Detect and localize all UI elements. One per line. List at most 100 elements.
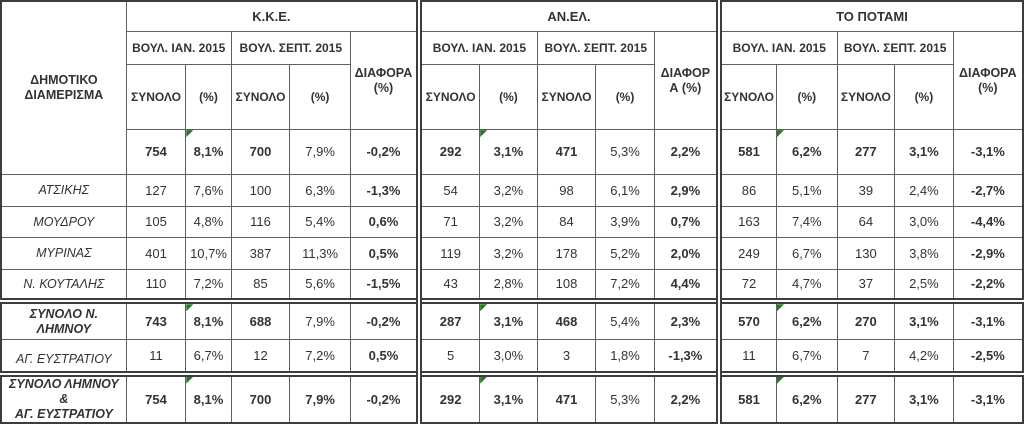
- table-cell[interactable]: 6,7%: [185, 339, 232, 375]
- table-cell[interactable]: 700: [230, 129, 291, 176]
- table-cell[interactable]: 178: [536, 237, 597, 271]
- diff-header-anel[interactable]: ΔΙΑΦΟΡ Α (%): [653, 31, 720, 131]
- table-cell[interactable]: 6,7%: [776, 237, 838, 271]
- table-cell[interactable]: 3,1%: [894, 370, 954, 424]
- table-cell[interactable]: -3,1%: [952, 370, 1024, 424]
- group-header-kke[interactable]: Κ.Κ.Ε.: [125, 0, 420, 33]
- table-cell[interactable]: 39: [836, 174, 896, 207]
- subheader-total[interactable]: ΣΥΝΟΛΟ: [536, 63, 597, 131]
- table-cell[interactable]: 4,8%: [185, 205, 232, 239]
- table-cell[interactable]: 6,2%: [776, 129, 838, 176]
- table-cell[interactable]: 3,2%: [479, 174, 538, 207]
- table-cell[interactable]: -0,2%: [349, 298, 420, 341]
- table-cell[interactable]: -2,7%: [952, 174, 1024, 207]
- table-cell[interactable]: 130: [836, 237, 896, 271]
- table-cell[interactable]: 471: [536, 370, 597, 424]
- table-cell[interactable]: 7,9%: [289, 370, 351, 424]
- table-cell[interactable]: 270: [836, 298, 896, 341]
- table-cell[interactable]: 4,2%: [894, 339, 954, 375]
- row-label-cell[interactable]: ΣΥΝΟΛΟ Ν. ΛΗΜΝΟΥ: [0, 298, 127, 341]
- table-cell[interactable]: 287: [416, 298, 481, 341]
- table-cell[interactable]: 471: [536, 129, 597, 176]
- table-cell[interactable]: 2,0%: [653, 237, 720, 271]
- table-cell[interactable]: 86: [715, 174, 777, 207]
- table-cell[interactable]: 5,2%: [595, 237, 655, 271]
- period-header-jan[interactable]: ΒΟΥΛ. ΙΑΝ. 2015: [416, 31, 538, 65]
- table-cell[interactable]: 2,8%: [479, 269, 538, 302]
- table-cell[interactable]: 292: [416, 129, 481, 176]
- table-cell[interactable]: 5,6%: [289, 269, 351, 302]
- table-cell[interactable]: 3,1%: [479, 298, 538, 341]
- table-cell[interactable]: 72: [715, 269, 777, 302]
- group-header-potami[interactable]: ΤΟ ΠΟΤΑΜΙ: [715, 0, 1024, 33]
- table-cell[interactable]: 5,3%: [595, 129, 655, 176]
- table-cell[interactable]: 277: [836, 129, 896, 176]
- subheader-total[interactable]: ΣΥΝΟΛΟ: [125, 63, 187, 131]
- table-cell[interactable]: 8,1%: [185, 370, 232, 424]
- table-cell[interactable]: 570: [715, 298, 777, 341]
- table-cell[interactable]: 3: [536, 339, 597, 375]
- table-cell[interactable]: 700: [230, 370, 291, 424]
- table-cell[interactable]: 2,9%: [653, 174, 720, 207]
- table-cell[interactable]: 2,2%: [653, 129, 720, 176]
- table-cell[interactable]: -0,2%: [349, 129, 420, 176]
- table-cell[interactable]: -2,2%: [952, 269, 1024, 302]
- table-cell[interactable]: 7,4%: [776, 205, 838, 239]
- table-cell[interactable]: 6,2%: [776, 298, 838, 341]
- table-cell[interactable]: 5: [416, 339, 481, 375]
- subheader-total[interactable]: ΣΥΝΟΛΟ: [836, 63, 896, 131]
- table-cell[interactable]: 581: [715, 370, 777, 424]
- table-cell[interactable]: 5,4%: [595, 298, 655, 341]
- table-cell[interactable]: 5,3%: [595, 370, 655, 424]
- table-cell[interactable]: 7,2%: [289, 339, 351, 375]
- subheader-percent[interactable]: (%): [894, 63, 954, 131]
- period-header-sept[interactable]: ΒΟΥΛ. ΣΕΠΤ. 2015: [230, 31, 351, 65]
- row-label-cell[interactable]: ΑΓ. ΕΥΣΤΡΑΤΙΟΥ: [0, 339, 127, 375]
- table-cell[interactable]: 105: [125, 205, 187, 239]
- table-cell[interactable]: 401: [125, 237, 187, 271]
- table-cell[interactable]: 7,2%: [595, 269, 655, 302]
- table-cell[interactable]: 163: [715, 205, 777, 239]
- subheader-total[interactable]: ΣΥΝΟΛΟ: [230, 63, 291, 131]
- table-cell[interactable]: 292: [416, 370, 481, 424]
- table-cell[interactable]: 6,7%: [776, 339, 838, 375]
- table-cell[interactable]: 6,1%: [595, 174, 655, 207]
- table-cell[interactable]: 754: [125, 370, 187, 424]
- group-header-anel[interactable]: ΑΝ.ΕΛ.: [416, 0, 720, 33]
- table-cell[interactable]: 4,4%: [653, 269, 720, 302]
- table-cell[interactable]: 7,6%: [185, 174, 232, 207]
- subheader-total[interactable]: ΣΥΝΟΛΟ: [715, 63, 777, 131]
- table-cell[interactable]: -0,2%: [349, 370, 420, 424]
- table-cell[interactable]: 11: [715, 339, 777, 375]
- table-cell[interactable]: 3,8%: [894, 237, 954, 271]
- table-cell[interactable]: 0,6%: [349, 205, 420, 239]
- table-cell[interactable]: 8,1%: [185, 129, 232, 176]
- period-header-sept[interactable]: ΒΟΥΛ. ΣΕΠΤ. 2015: [836, 31, 954, 65]
- table-cell[interactable]: 98: [536, 174, 597, 207]
- table-cell[interactable]: 3,0%: [479, 339, 538, 375]
- table-cell[interactable]: 3,1%: [479, 370, 538, 424]
- table-cell[interactable]: 127: [125, 174, 187, 207]
- subheader-percent[interactable]: (%): [595, 63, 655, 131]
- table-cell[interactable]: -3,1%: [952, 298, 1024, 341]
- table-cell[interactable]: 387: [230, 237, 291, 271]
- row-label-cell[interactable]: ΜΟΥΔΡΟΥ: [0, 205, 127, 239]
- row-label-cell[interactable]: Ν. ΚΟΥΤΑΛΗΣ: [0, 269, 127, 302]
- table-cell[interactable]: 12: [230, 339, 291, 375]
- table-cell[interactable]: -1,3%: [349, 174, 420, 207]
- period-header-jan[interactable]: ΒΟΥΛ. ΙΑΝ. 2015: [715, 31, 838, 65]
- table-cell[interactable]: 37: [836, 269, 896, 302]
- table-cell[interactable]: 688: [230, 298, 291, 341]
- table-cell[interactable]: 7,9%: [289, 129, 351, 176]
- table-cell[interactable]: 6,3%: [289, 174, 351, 207]
- table-cell[interactable]: 11: [125, 339, 187, 375]
- table-cell[interactable]: 7,2%: [185, 269, 232, 302]
- period-header-sept[interactable]: ΒΟΥΛ. ΣΕΠΤ. 2015: [536, 31, 655, 65]
- table-cell[interactable]: 8,1%: [185, 298, 232, 341]
- table-cell[interactable]: 3,0%: [894, 205, 954, 239]
- table-cell[interactable]: 3,2%: [479, 237, 538, 271]
- table-cell[interactable]: 581: [715, 129, 777, 176]
- table-cell[interactable]: 0,7%: [653, 205, 720, 239]
- table-cell[interactable]: 11,3%: [289, 237, 351, 271]
- row-label-cell[interactable]: ΣΥΝΟΛΟ ΛΗΜΝΟΥ & ΑΓ. ΕΥΣΤΡΑΤΙΟΥ: [0, 370, 127, 424]
